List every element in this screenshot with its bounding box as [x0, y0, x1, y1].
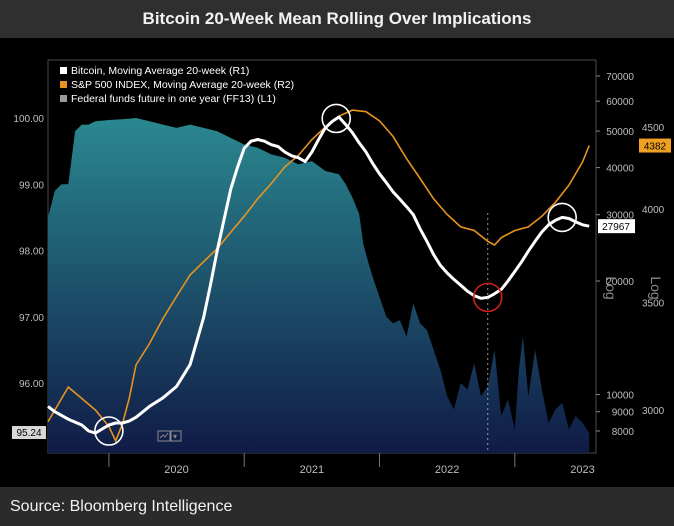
right2-axis-title: Log [648, 276, 664, 299]
legend-label-fedfunds: Federal funds future in one year (FF13) … [71, 93, 276, 105]
last-value-tag-sp500: 4382 [644, 142, 667, 153]
left-tick-label: 97.00 [19, 313, 44, 324]
legend-swatch-bitcoin [60, 67, 67, 74]
title-bar: Bitcoin 20-Week Mean Rolling Over Implic… [0, 0, 674, 38]
source-footer: Source: Bloomberg Intelligence [0, 487, 674, 526]
last-value-tag-bitcoin: 27967 [602, 222, 630, 233]
x-tick-label: 2020 [164, 464, 188, 476]
right2-tick-label: 3000 [642, 406, 665, 417]
right1-tick-label: 50000 [606, 127, 634, 138]
annotation-circle-2 [472, 282, 503, 313]
legend-label-bitcoin: Bitcoin, Moving Average 20-week (R1) [71, 65, 249, 77]
legend: Bitcoin, Moving Average 20-week (R1) S&P… [60, 65, 294, 105]
annotation-circle-0 [94, 416, 124, 446]
legend-swatch-fedfunds [60, 95, 67, 102]
right1-tick-label: 9000 [612, 408, 635, 419]
chart-title: Bitcoin 20-Week Mean Rolling Over Implic… [142, 9, 532, 28]
right1-axis-title: Log [603, 276, 619, 299]
left-tick-label: 98.00 [19, 247, 44, 258]
right1-tick-label: 8000 [612, 427, 635, 438]
annotation-circle-3 [547, 202, 577, 233]
source-text: Source: Bloomberg Intelligence [10, 497, 233, 515]
last-value-tag-left: 95.24 [16, 428, 41, 439]
chart-frame: 2020 2021 2022 2023 100.00 99.00 98.00 97.00 96.… [0, 38, 674, 486]
right1-tick-label: 30000 [606, 211, 634, 222]
left-tick-label: 99.00 [19, 180, 44, 191]
x-tick-label: 2023 [570, 464, 594, 476]
right1-tick-label: 10000 [606, 390, 634, 401]
last-value-tag-bitcoin-bg [598, 219, 635, 234]
right2-tick-label: 4000 [642, 205, 665, 216]
annotation-circle-1 [321, 103, 352, 134]
right1-tick-label: 40000 [606, 164, 634, 175]
left-tick-label: 96.00 [19, 379, 44, 390]
right1-tick-label: 70000 [606, 72, 634, 83]
legend-label-sp500: S&P 500 INDEX, Moving Average 20-week (R… [71, 79, 294, 91]
right1-tick-label: 60000 [606, 97, 634, 108]
chart-settings-icon[interactable]: ▾ [157, 430, 182, 442]
x-tick-label: 2021 [300, 464, 324, 476]
right2-tick-label: 3500 [642, 298, 665, 309]
series-line-bitcoin [47, 115, 590, 435]
last-value-tag-left-bg [12, 426, 46, 439]
last-value-tag-sp500-bg [639, 138, 671, 153]
right1-tick-label: 20000 [606, 277, 634, 288]
legend-swatch-sp500 [60, 81, 67, 88]
series-area-fedfunds [48, 118, 590, 453]
series-line-sp500 [47, 109, 590, 443]
left-tick-label: 100.00 [13, 114, 44, 125]
chart: 2020 2021 2022 2023 100.00 99.00 98.00 97.00 96.… [12, 59, 671, 476]
right2-tick-label: 4500 [642, 123, 665, 134]
svg-text:▾: ▾ [173, 432, 177, 441]
x-tick-label: 2022 [435, 464, 459, 476]
